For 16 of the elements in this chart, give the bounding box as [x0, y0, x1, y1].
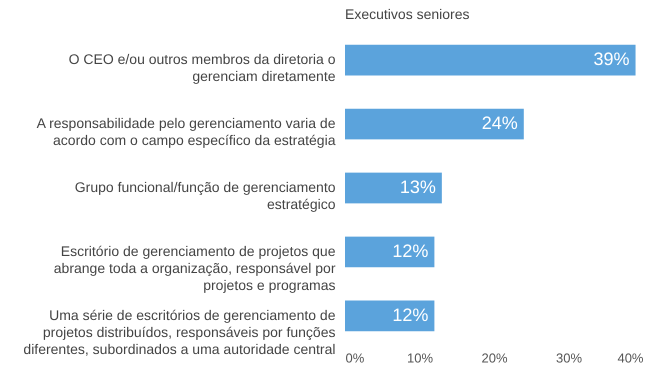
y-tick-label: O CEO e/ou outros membros da diretoria o gerenciam diretamente: [68, 51, 336, 84]
y-tick-label: Uma série de escritórios de gerenciamento de projetos distribuídos, responsáveis por funções diferentes, subordinados a uma autoridade central: [23, 306, 336, 357]
chart-title: Executivos seniores: [345, 6, 470, 22]
y-tick-label: A responsabilidade pelo gerenciamento varia de acordo com o campo específico da estratégia: [36, 115, 336, 148]
data-label: 24%: [482, 113, 518, 134]
data-label: 12%: [392, 240, 428, 261]
x-tick-label: 40%: [617, 350, 644, 366]
x-tick-label: 0%: [346, 350, 365, 366]
x-tick-label: 20%: [481, 350, 508, 366]
x-tick-label: 30%: [556, 350, 582, 366]
data-label: 13%: [400, 177, 436, 197]
y-tick-label: Escritório de gerenciamento de projetos que abrange toda a organização, responsável por projetos e programas: [54, 242, 336, 293]
data-label: 39%: [594, 49, 630, 70]
y-tick-label: Grupo funcional/função de gerenciamento estratégico: [74, 179, 336, 212]
x-tick-label: 10%: [406, 350, 434, 366]
data-label: 12%: [392, 304, 428, 325]
